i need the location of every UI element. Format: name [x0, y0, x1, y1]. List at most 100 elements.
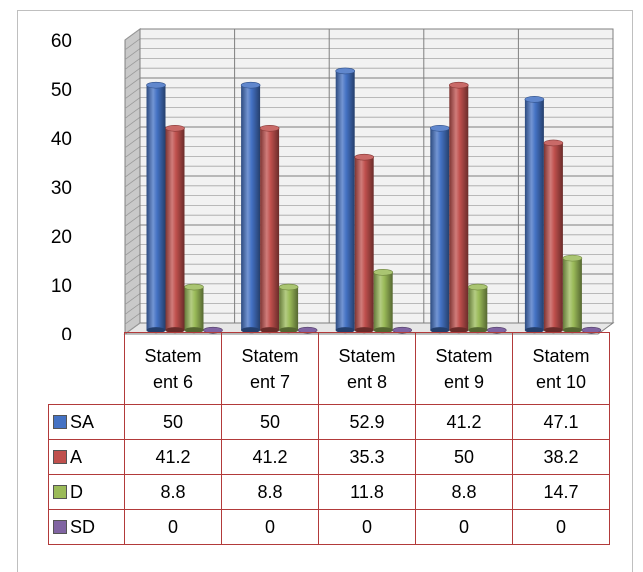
bar-base — [241, 327, 261, 334]
data-cell: 0 — [221, 509, 319, 545]
gridline-side — [124, 263, 141, 276]
category-label-line: ent 9 — [443, 371, 485, 392]
bar-SA-2 — [241, 85, 261, 331]
bar-SA-1 — [146, 85, 166, 331]
bar-base — [449, 327, 469, 334]
category-label-line: Statem — [338, 345, 396, 366]
gridline-side — [124, 136, 141, 149]
gridline-side — [124, 175, 141, 188]
data-cell: 8.8 — [124, 474, 222, 510]
bar-A-1 — [165, 128, 185, 331]
category-label-line: ent 7 — [249, 371, 291, 392]
gridline-side — [124, 87, 141, 100]
category-label-line: Statem — [532, 345, 590, 366]
bar-D-4 — [468, 287, 488, 331]
bar-base — [468, 327, 488, 334]
bar-A-3 — [354, 157, 374, 331]
gridline-side — [124, 214, 141, 227]
gridline-side — [124, 67, 141, 80]
data-cell: 38.2 — [512, 439, 610, 475]
y-tick-label: 10 — [51, 276, 72, 297]
legend-entry: SA — [48, 404, 125, 440]
gridline-side — [124, 195, 141, 207]
gridline-side — [124, 58, 141, 70]
y-tick-label: 30 — [51, 178, 72, 199]
bar-top — [240, 81, 261, 89]
gridline-side — [124, 156, 141, 168]
table-row: D 8.8 8.8 11.8 8.8 14.7 — [48, 474, 610, 510]
data-cell: 0 — [318, 509, 416, 545]
gridline-side — [124, 38, 141, 51]
legend-label: SA — [70, 411, 95, 432]
bar-top — [524, 96, 545, 103]
gridline-side — [124, 283, 141, 296]
legend-entry: D — [48, 474, 125, 510]
y-tick-label: 20 — [51, 227, 72, 248]
bar-base — [260, 327, 280, 334]
bar-top — [448, 81, 469, 89]
data-cell: 0 — [512, 509, 610, 545]
table-corner — [48, 332, 125, 405]
bar-top — [146, 81, 166, 89]
data-cell: 41.2 — [221, 439, 319, 475]
data-cell: 11.8 — [318, 474, 416, 510]
table-row: A 41.2 41.2 35.3 50 38.2 — [48, 439, 610, 475]
legend-entry: A — [48, 439, 125, 475]
gridline-side — [124, 107, 141, 119]
bar-base — [335, 327, 355, 334]
bar-D-1 — [184, 287, 204, 331]
data-cell: 0 — [124, 509, 222, 545]
bar-A-2 — [260, 128, 280, 331]
bar-top — [373, 269, 394, 276]
y-tick-label: 50 — [51, 80, 72, 101]
legend-label: A — [70, 446, 83, 467]
bar-top — [278, 283, 299, 291]
gridline-side — [124, 273, 141, 286]
gridline-side — [124, 244, 141, 256]
bar-base — [354, 327, 374, 334]
bar-top — [165, 124, 185, 132]
legend-label: SD — [70, 516, 96, 537]
data-cell: 47.1 — [512, 404, 610, 440]
category-label: Statem ent 7 — [221, 332, 319, 405]
gridline-side — [124, 146, 141, 158]
data-cell: 50 — [221, 404, 319, 440]
category-label: Statem ent 9 — [415, 332, 513, 405]
chart-frame — [17, 10, 633, 572]
table-header-row: Statem ent 6 Statem ent 7 Statem ent 8 Statem e… — [48, 332, 610, 405]
gridline-side — [124, 205, 141, 217]
data-cell: 52.9 — [318, 404, 416, 440]
category-label-line: ent 6 — [152, 371, 194, 392]
legend-key-icon — [53, 449, 67, 464]
gridline-side — [124, 224, 141, 237]
gridline-side — [124, 77, 141, 90]
gridline-side — [124, 116, 141, 129]
bar-base — [430, 327, 450, 334]
data-cell: 35.3 — [318, 439, 416, 475]
category-label: Statem ent 8 — [318, 332, 416, 405]
bar-base — [165, 327, 185, 334]
data-cell: 41.2 — [415, 404, 513, 440]
table-row: SD 0 0 0 0 0 — [48, 509, 610, 545]
bar-base — [543, 327, 563, 334]
bar-top — [562, 254, 583, 262]
data-cell: 0 — [415, 509, 513, 545]
data-cell: 8.8 — [415, 474, 513, 510]
gridline-side — [124, 303, 141, 315]
bar-base — [562, 327, 582, 334]
bar-top — [184, 283, 204, 291]
legend-key-icon — [53, 484, 67, 499]
gridline-side — [124, 254, 141, 266]
bar-D-2 — [279, 287, 299, 331]
category-label-line: Statem — [144, 345, 202, 366]
gridline-side — [124, 126, 141, 139]
bar-SA-4 — [430, 128, 450, 331]
bar-top — [467, 283, 488, 291]
gridline-side — [124, 165, 141, 178]
gridline-side — [124, 97, 141, 109]
bar-top — [259, 124, 280, 132]
gridline-side — [124, 185, 141, 198]
legend-label: D — [70, 481, 83, 502]
data-cell: 50 — [415, 439, 513, 475]
bar-A-4 — [449, 85, 469, 331]
